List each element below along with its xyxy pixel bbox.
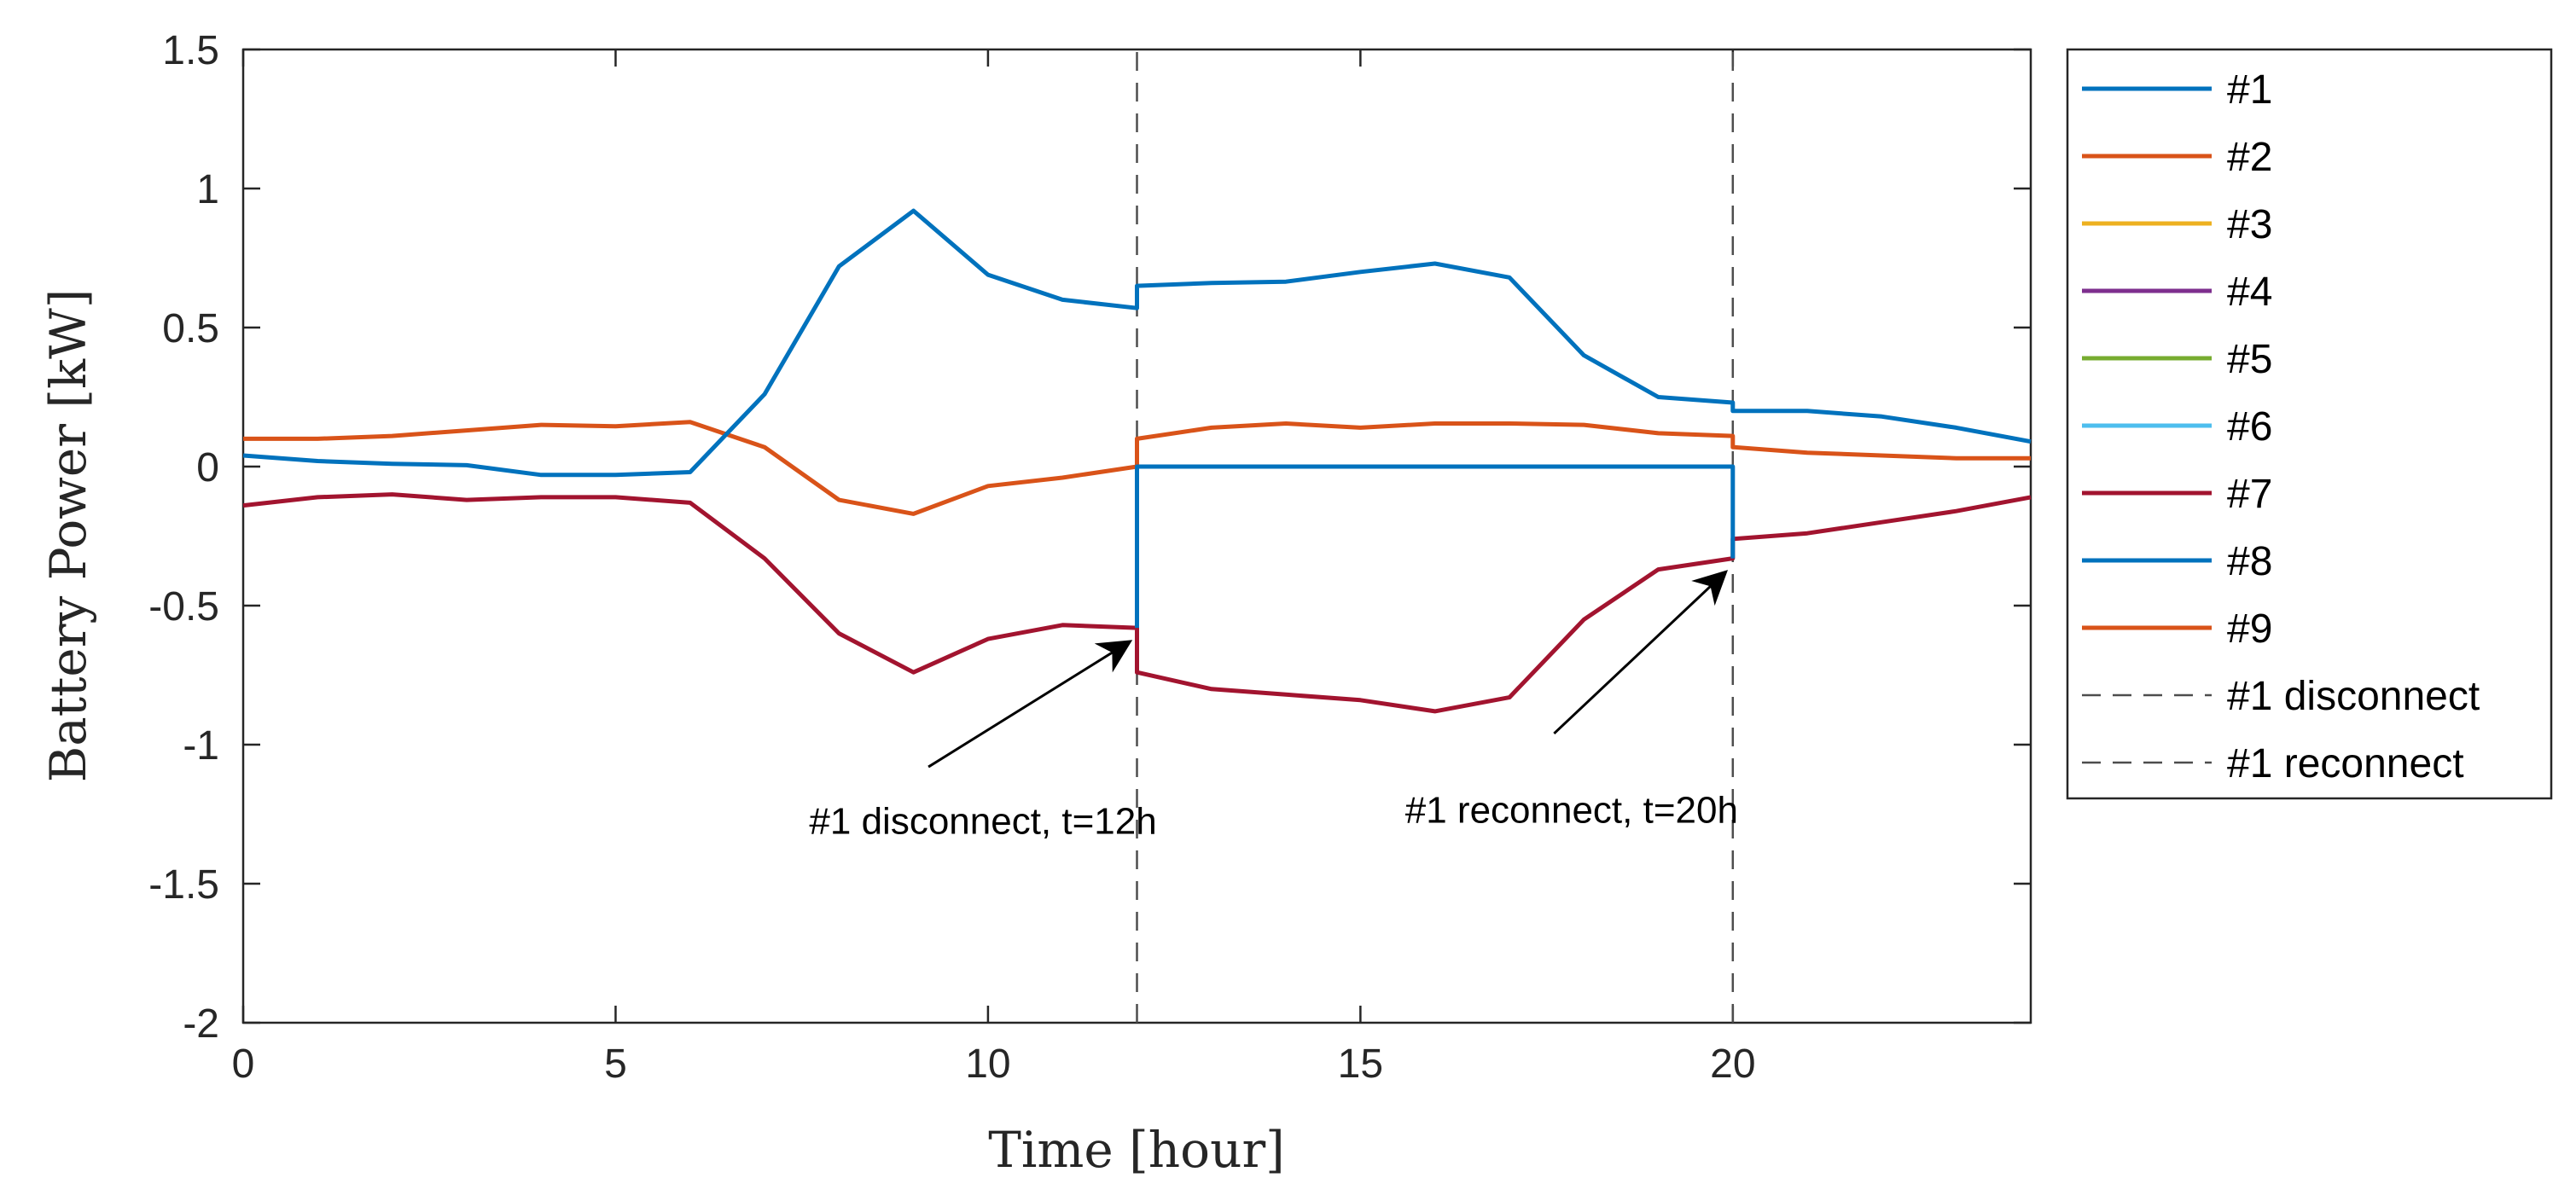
y-tick-label: -2 [183,1001,219,1047]
legend-label-series-3: #3 [2227,202,2272,247]
y-tick-label: -1.5 [148,862,219,908]
y-axis-ticks: 1.5 1 0.5 0 -0.5 -1 -1.5 -2 [148,28,2031,1047]
y-tick-label: 0.5 [162,306,219,351]
line-series-8 [1135,464,1736,629]
legend-label-series-1-reconnect: #1 reconnect [2227,741,2464,786]
x-tick-label: 5 [604,1041,627,1087]
annotation-text: #1 reconnect, t=20h [1405,789,1738,831]
legend-label-series-4: #4 [2227,270,2272,315]
legend-label-series-6: #6 [2227,404,2272,450]
y-axis-label: Battery Power [kW] [39,289,97,783]
annotation-arrow [927,640,1133,769]
annotation-layer: #1 disconnect, t=12h #1 reconnect, t=20h [809,570,1738,842]
plot-area: 0 5 10 15 20 1.5 1 0.5 0 -0.5 -1 -1.5 -2 #1 disconn… [148,28,2032,1087]
y-tick-label: 0 [196,445,219,490]
annotation-text: #1 disconnect, t=12h [809,800,1156,842]
annotation-arrow [1553,570,1729,735]
legend-label-series-7: #7 [2227,472,2272,517]
legend-label-series-5: #5 [2227,337,2272,382]
legend-label-series-1: #1 [2227,67,2272,113]
series-layer [242,49,2032,1023]
x-axis-ticks: 0 5 10 15 20 [232,49,1756,1087]
legend-label-series-1-disconnect: #1 disconnect [2227,674,2480,719]
legend-label-series-8: #8 [2227,539,2272,584]
x-tick-label: 15 [1338,1041,1383,1087]
legend-items: #1 #2 #3 #4 #5 #6 #7 #8 #9 #1 disconnect #1 reconn… [2082,67,2480,786]
y-tick-label: 1.5 [162,28,219,73]
y-tick-label: -1 [183,723,219,769]
legend-label-series-2: #2 [2227,135,2272,180]
y-tick-label: -0.5 [148,584,219,630]
y-tick-label: 1 [196,167,219,212]
x-axis-label: Time [hour] [988,1121,1285,1179]
legend: #1 #2 #3 #4 #5 #6 #7 #8 #9 #1 disconnect #1 reconn… [2066,48,2553,800]
x-tick-label: 20 [1710,1041,1755,1087]
x-tick-label: 10 [965,1041,1010,1087]
x-tick-label: 0 [232,1041,255,1087]
legend-label-series-9: #9 [2227,606,2272,652]
line-series-2 [243,420,2031,516]
line-series-1 [242,208,2032,478]
